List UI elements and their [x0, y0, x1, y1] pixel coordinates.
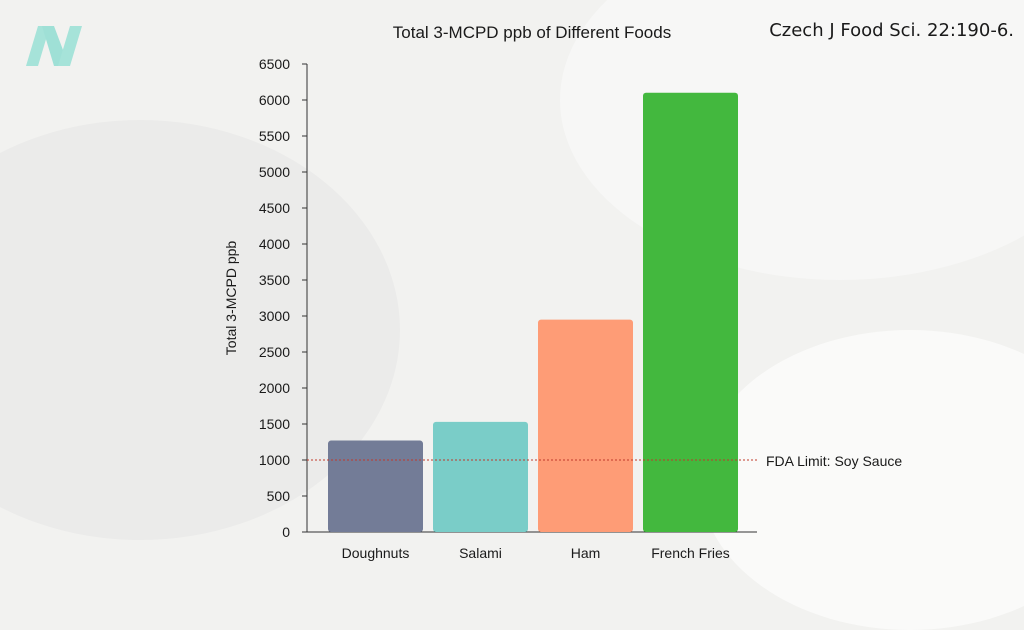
y-tick-label: 5500: [259, 128, 290, 144]
chart-title: Total 3-MCPD ppb of Different Foods: [393, 23, 671, 42]
y-tick-label: 4500: [259, 200, 290, 216]
y-tick-label: 0: [282, 524, 290, 540]
x-tick-label: Ham: [571, 545, 601, 561]
bar-ham: [538, 319, 633, 532]
y-tick-label: 3500: [259, 272, 290, 288]
bar-french-fries: [643, 92, 738, 533]
x-tick-label: Salami: [459, 545, 502, 561]
x-tick-label: French Fries: [651, 545, 730, 561]
y-tick-label: 1000: [259, 452, 290, 468]
source-citation: Czech J Food Sci. 22:190-6.: [769, 20, 1014, 41]
y-tick-label: 4000: [259, 236, 290, 252]
bar-chart: Total 3-MCPD ppb of Different Foods Tota…: [223, 23, 902, 561]
n-logo-icon: [26, 26, 82, 66]
y-tick-label: 2500: [259, 344, 290, 360]
y-tick-label: 500: [267, 488, 291, 504]
y-axis-label: Total 3-MCPD ppb: [223, 241, 239, 356]
y-tick-label: 1500: [259, 416, 290, 432]
y-tick-label: 6000: [259, 92, 290, 108]
y-tick-label: 6500: [259, 56, 290, 72]
y-tick-label: 5000: [259, 164, 290, 180]
x-tick-label: Doughnuts: [342, 545, 410, 561]
y-tick-label: 2000: [259, 380, 290, 396]
bar-salami: [433, 421, 528, 532]
bar-doughnuts: [328, 440, 423, 532]
fda-limit-label: FDA Limit: Soy Sauce: [766, 453, 902, 469]
y-tick-label: 3000: [259, 308, 290, 324]
